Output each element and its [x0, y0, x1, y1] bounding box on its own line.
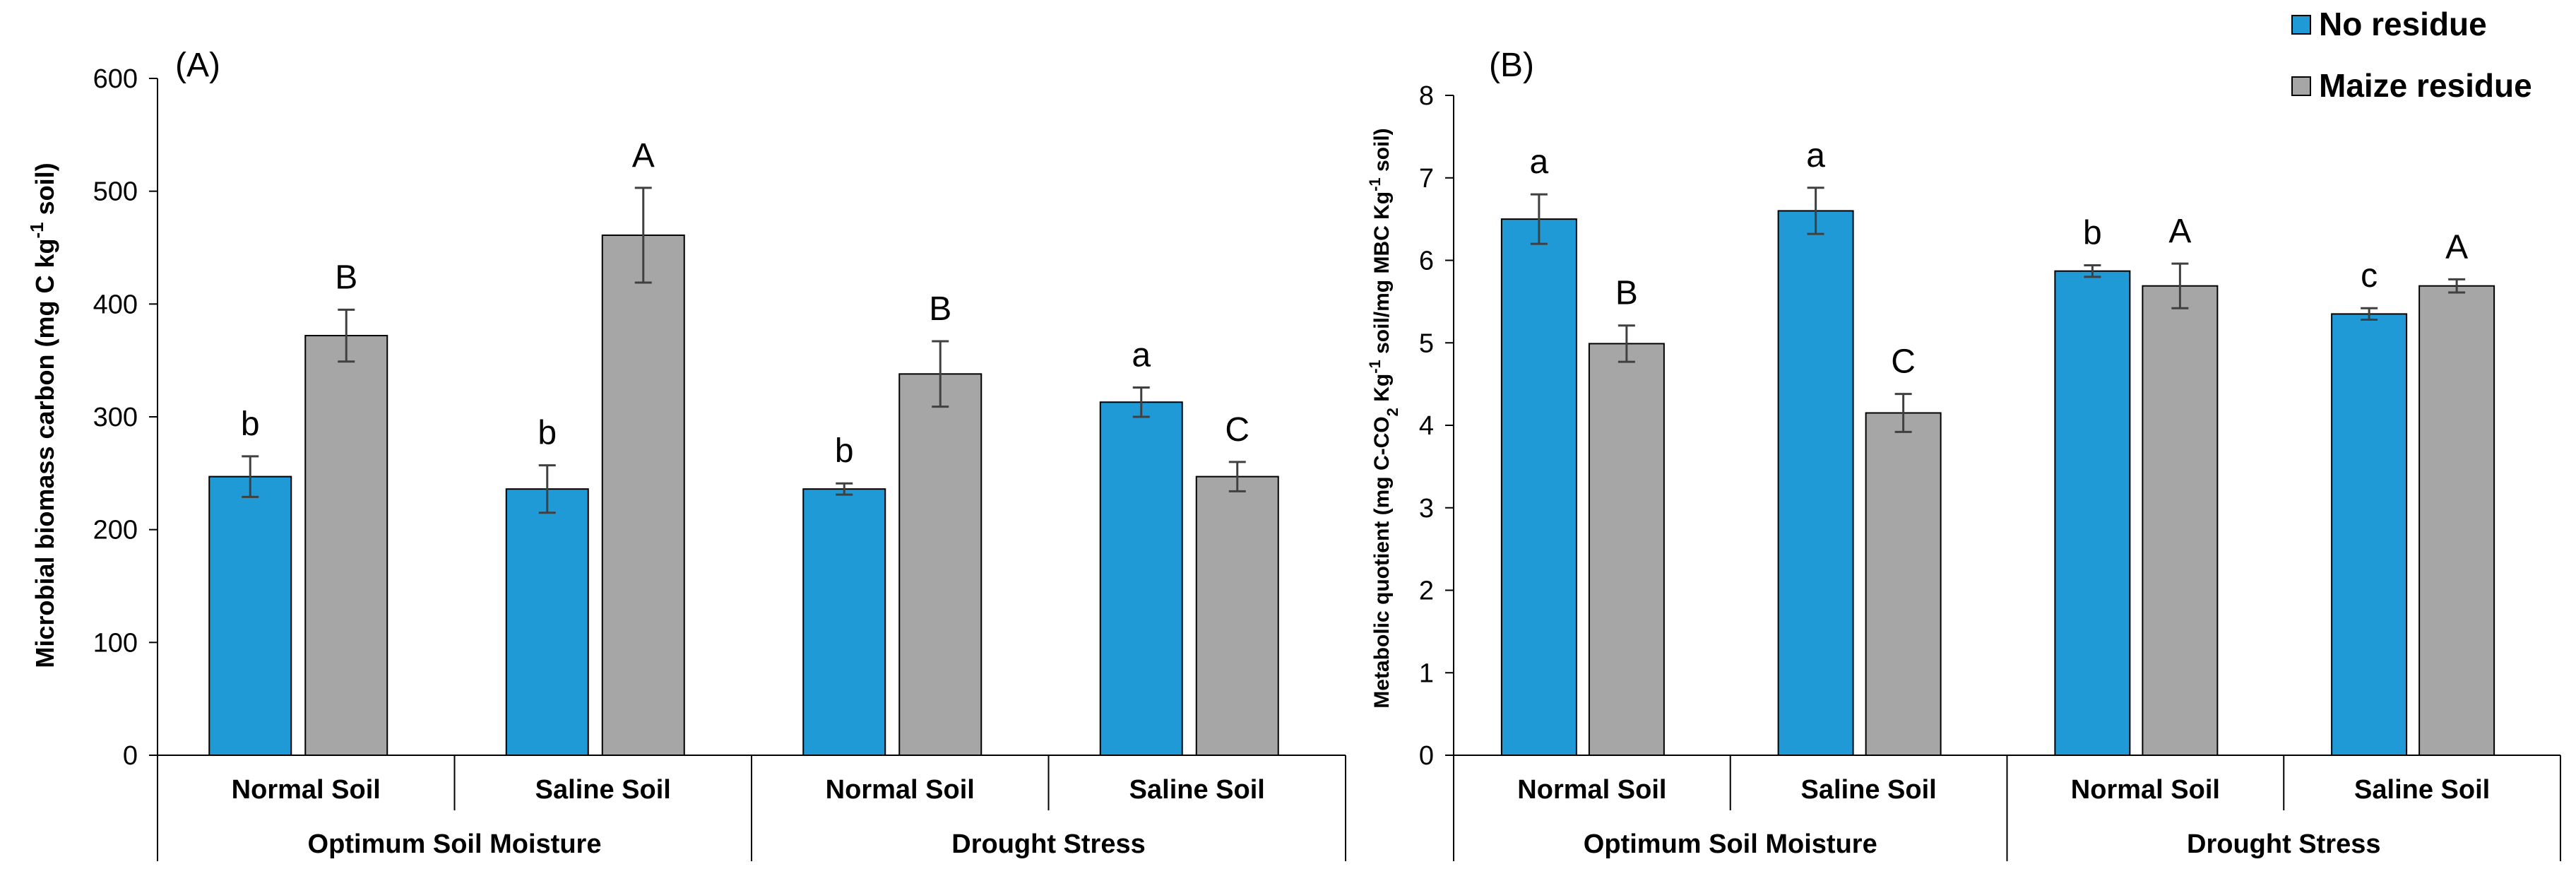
panel-a-significance-letter-maize-residue: C [1225, 411, 1250, 449]
panel-a-ylabel-sup: -1 [26, 222, 47, 238]
panel-a-bar-maize-residue [304, 335, 388, 757]
panel-a-group-label: Optimum Soil Moisture [308, 829, 602, 859]
panel-a-significance-letter-maize-residue: B [335, 259, 357, 296]
panel-b-significance-letter-no-residue: c [2361, 257, 2378, 295]
panel-a-y-tick-label: 600 [93, 64, 138, 94]
panel-b-significance-letter-maize-residue: A [2168, 213, 2191, 250]
panel-a-bar-no-residue [802, 488, 886, 756]
legend-label-maize-residue: Maize residue [2319, 67, 2532, 104]
panel-a-significance-letter-no-residue: b [538, 415, 557, 452]
panel-b-y-tick-label: 4 [1419, 411, 1434, 441]
panel-a-significance-letter-no-residue: b [835, 432, 854, 470]
panel-a-ylabel: Microbial biomass carbon (mg C kg-1 soil… [26, 162, 59, 668]
panel-a-bars: b b b a B A B C [208, 137, 1279, 757]
panel-b-significance-letter-maize-residue: B [1615, 275, 1638, 312]
panel-a-y-tick-label: 300 [93, 403, 138, 432]
panel-b-significance-letter-no-residue: a [1806, 137, 1825, 175]
panel-b-ylabel-sup2: -1 [1366, 177, 1384, 191]
panel-a-y-tick-label: 400 [93, 290, 138, 319]
panel-b-ylabel-sup1: -1 [1366, 360, 1384, 374]
panel-b-y-tick-label: 2 [1419, 576, 1434, 606]
panel-b-ylabel-d: soil) [1370, 128, 1394, 177]
panel-b-bar-no-residue [2054, 270, 2131, 756]
panel-a-significance-letter-no-residue: b [241, 406, 260, 443]
panel-b-significance-letter-no-residue: b [2083, 215, 2102, 252]
panel-a-category-label: Saline Soil [1129, 775, 1265, 805]
panel-a-y-tick-label: 100 [93, 628, 138, 658]
panel-a-significance-letter-no-residue: a [1132, 336, 1151, 374]
panel-b-bar-no-residue [1777, 210, 1854, 756]
panel-b-bar-maize-residue [2142, 285, 2219, 756]
panel-b-category-label: Saline Soil [2354, 775, 2490, 805]
panel-b-category-label: Normal Soil [1517, 775, 1666, 805]
panel-a-y-tick-label: 200 [93, 516, 138, 545]
panel-a-category-label: Saline Soil [535, 775, 671, 805]
panel-a-bar-maize-residue [1195, 475, 1279, 757]
panel-b-bar-no-residue [1500, 218, 1577, 756]
panel-b-y-tick-label: 6 [1419, 247, 1434, 276]
legend: No residue Maize residue [2291, 6, 2532, 104]
panel-a-category-label: Normal Soil [232, 775, 381, 805]
panel-b-bar-maize-residue [1588, 343, 1665, 757]
panel-b-bar-maize-residue [2418, 285, 2495, 756]
panel-a-significance-letter-maize-residue: B [929, 290, 951, 328]
panel-b-ylabel-a: Metabolic quotient (mg C-CO [1370, 416, 1394, 708]
panel-a-bar-maize-residue [898, 373, 983, 756]
panel-a-y-tick-label: 0 [123, 741, 138, 771]
panel-a-ylabel-main: Microbial biomass carbon (mg C kg [30, 239, 59, 668]
legend-swatch-maize-residue [2291, 76, 2311, 96]
panel-b-metabolic-quotient: (B) Metabolic quotient (mg C-CO2 Kg-1 so… [1366, 47, 2561, 861]
panel-b-axes: 0 1 2 3 4 5 6 7 8 Normal Soil Saline Soil Normal So… [1419, 81, 2561, 861]
panel-a-bar-maize-residue [601, 234, 685, 757]
panel-a-label: (A) [175, 47, 220, 84]
panel-b-bar-no-residue [2331, 313, 2408, 756]
panel-b-y-tick-label: 1 [1419, 658, 1434, 688]
panel-a-microbial-biomass-carbon: (A) Microbial biomass carbon (mg C kg-1 … [26, 47, 1346, 861]
panel-b-significance-letter-no-residue: a [1530, 143, 1549, 181]
panel-a-bar-no-residue [208, 475, 292, 757]
panel-a-axes: 0 100 200 300 400 500 600 Normal Soil Saline Soi… [93, 64, 1346, 861]
panel-b-y-tick-label: 7 [1419, 164, 1434, 194]
panel-b-ylabel-b: Kg [1370, 374, 1394, 408]
panel-a-group-label: Drought Stress [951, 829, 1145, 859]
panel-a-bar-no-residue [1099, 401, 1183, 756]
panel-a-bar-no-residue [505, 488, 589, 756]
panel-a-y-tick-label: 500 [93, 177, 138, 207]
panel-b-category-label: Normal Soil [2071, 775, 2220, 805]
panel-b-label: (B) [1489, 47, 1534, 84]
legend-label-no-residue: No residue [2319, 6, 2487, 42]
panel-b-ylabel-sub: 2 [1384, 408, 1401, 416]
panel-b-ylabel-c: soil/mg MBC Kg [1370, 191, 1394, 360]
panel-b-y-tick-label: 0 [1419, 741, 1434, 771]
panel-b-group-label: Optimum Soil Moisture [1584, 829, 1877, 859]
panel-b-y-tick-label: 8 [1419, 81, 1434, 111]
panel-b-y-tick-label: 3 [1419, 494, 1434, 524]
panel-b-significance-letter-maize-residue: A [2445, 228, 2468, 266]
panel-b-y-tick-label: 5 [1419, 329, 1434, 358]
panel-b-bars: a a b c B C A A [1500, 137, 2495, 757]
panel-a-significance-letter-maize-residue: A [632, 137, 655, 175]
panel-b-significance-letter-maize-residue: C [1891, 343, 1916, 381]
panel-b-ylabel: Metabolic quotient (mg C-CO2 Kg-1 soil/m… [1366, 128, 1401, 708]
panel-b-category-label: Saline Soil [1801, 775, 1937, 805]
panel-a-category-label: Normal Soil [826, 775, 975, 805]
legend-swatch-no-residue [2291, 15, 2311, 35]
panel-b-group-label: Drought Stress [2187, 829, 2380, 859]
panel-a-ylabel-end: soil) [30, 162, 59, 222]
panel-b-bar-maize-residue [1865, 412, 1942, 756]
